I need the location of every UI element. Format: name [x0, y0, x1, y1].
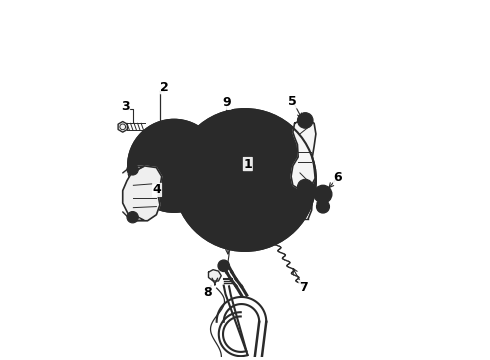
Text: 5: 5 — [289, 95, 297, 108]
Circle shape — [127, 212, 138, 223]
Circle shape — [314, 185, 332, 203]
Polygon shape — [291, 118, 316, 191]
Text: 6: 6 — [334, 171, 342, 184]
Circle shape — [297, 113, 313, 128]
Text: 2: 2 — [160, 81, 169, 94]
Circle shape — [127, 164, 138, 175]
Circle shape — [178, 134, 189, 144]
Polygon shape — [122, 166, 144, 173]
Circle shape — [297, 179, 313, 195]
Circle shape — [264, 199, 274, 209]
Circle shape — [216, 199, 226, 209]
Circle shape — [187, 182, 197, 193]
Circle shape — [218, 260, 229, 271]
Circle shape — [216, 151, 226, 161]
Polygon shape — [208, 270, 221, 281]
Polygon shape — [122, 212, 144, 221]
Text: 1: 1 — [244, 158, 252, 171]
Circle shape — [128, 120, 220, 212]
Text: 8: 8 — [203, 286, 211, 299]
Text: 7: 7 — [299, 280, 308, 293]
Circle shape — [317, 200, 329, 213]
Text: 3: 3 — [121, 100, 129, 113]
Circle shape — [174, 109, 316, 251]
Polygon shape — [118, 122, 127, 132]
Text: 9: 9 — [222, 96, 231, 109]
Polygon shape — [122, 166, 162, 221]
Circle shape — [264, 151, 274, 161]
Text: 4: 4 — [153, 184, 162, 197]
Circle shape — [141, 166, 151, 176]
